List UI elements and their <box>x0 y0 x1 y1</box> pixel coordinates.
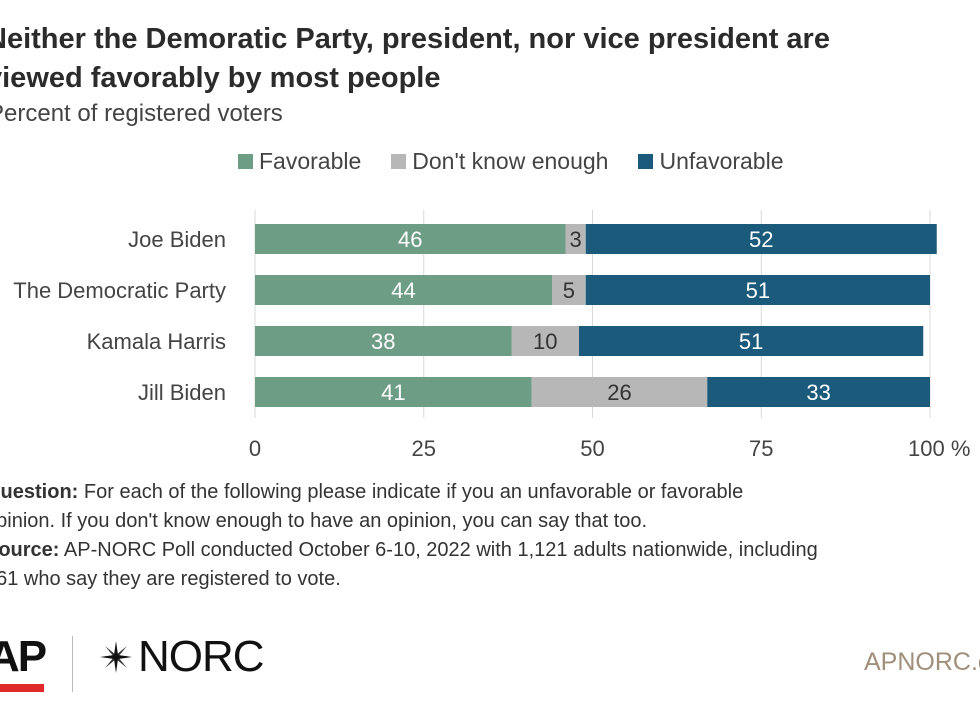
legend-label-unfavorable: Unfavorable <box>659 148 784 174</box>
norc-logo: NORC <box>98 632 265 682</box>
question-label: Question: <box>0 481 79 503</box>
data-label-0-2: 38 <box>371 329 395 354</box>
bar-1-3 <box>531 377 708 407</box>
norc-star-icon <box>100 641 132 673</box>
data-label-2-0: 52 <box>749 227 773 252</box>
bar-1-1 <box>552 275 586 305</box>
chart-title-line-1: Neither the Demoratic Party, president, … <box>0 23 830 55</box>
x-tick-label-4: 100 % <box>908 436 970 461</box>
question-note: Question: For each of the following plea… <box>0 478 980 507</box>
category-label-2: Kamala Harris <box>87 329 226 354</box>
source-label: Source: <box>0 539 60 561</box>
legend-label-favorable: Favorable <box>259 148 362 174</box>
x-tick-label-1: 25 <box>412 436 436 461</box>
legend-swatch-dont-know <box>391 154 407 169</box>
bar-1-0 <box>565 224 586 254</box>
question-text-2: opinion. If you don't know enough to hav… <box>0 510 648 532</box>
data-label-0-1: 44 <box>391 278 415 303</box>
stacked-bar-chart: Joe Biden 46 3 52 The Democratic Party 44 5 51 K… <box>13 210 970 461</box>
chart-title: Neither the Demoratic Party, president, … <box>0 20 980 98</box>
bar-2-2 <box>579 326 924 356</box>
category-label-3: Jill Biden <box>138 380 226 405</box>
legend-swatch-unfavorable <box>638 154 654 169</box>
data-label-1-1: 5 <box>563 278 575 303</box>
bar-1-2 <box>511 326 579 356</box>
legend-label-dont-know: Don't know enough <box>412 148 609 174</box>
bar-2-3 <box>707 377 930 407</box>
footer-logos: AP NORC APNORC.org <box>0 630 980 700</box>
data-label-1-3: 26 <box>607 380 631 405</box>
chart-subtitle: Percent of registered voters <box>0 100 283 127</box>
data-label-2-3: 33 <box>806 380 830 405</box>
question-text-1: For each of the following please indicat… <box>78 481 744 503</box>
x-tick-label-2: 50 <box>580 436 604 461</box>
ap-logo: AP <box>0 632 47 681</box>
chart-legend: Favorable Don't know enough Unfavorable <box>238 148 814 175</box>
data-label-0-0: 46 <box>398 227 422 252</box>
category-label-0: Joe Biden <box>128 227 226 252</box>
logo-divider <box>72 636 73 692</box>
bar-0-0 <box>255 224 566 254</box>
data-label-0-3: 41 <box>381 380 405 405</box>
bar-0-2 <box>255 326 512 356</box>
ap-logo-underline <box>0 684 44 692</box>
source-text-2: 961 who say they are registered to vote. <box>0 568 341 590</box>
bar-2-1 <box>585 275 930 305</box>
bar-0-1 <box>255 275 552 305</box>
data-label-1-2: 10 <box>533 329 557 354</box>
chart-footnotes: Question: For each of the following plea… <box>0 478 980 594</box>
legend-item-dont-know: Don't know enough <box>391 148 608 175</box>
data-label-1-0: 3 <box>570 227 582 252</box>
source-note: Source: AP-NORC Poll conducted October 6… <box>0 536 980 565</box>
site-url: APNORC.org <box>864 648 980 676</box>
bar-2-0 <box>585 224 937 254</box>
norc-logo-text: NORC <box>138 632 265 681</box>
x-tick-label-0: 0 <box>249 436 261 461</box>
legend-swatch-favorable <box>238 154 253 169</box>
chart-title-line-2: viewed favorably by most people <box>0 62 441 94</box>
bar-0-3 <box>255 377 532 407</box>
category-label-1: The Democratic Party <box>13 278 226 303</box>
legend-item-favorable: Favorable <box>238 148 361 175</box>
legend-item-unfavorable: Unfavorable <box>638 148 784 175</box>
x-tick-label-3: 75 <box>749 436 773 461</box>
data-label-2-1: 51 <box>746 278 770 303</box>
data-label-2-2: 51 <box>739 329 763 354</box>
source-text-1: AP-NORC Poll conducted October 6-10, 202… <box>59 539 818 561</box>
